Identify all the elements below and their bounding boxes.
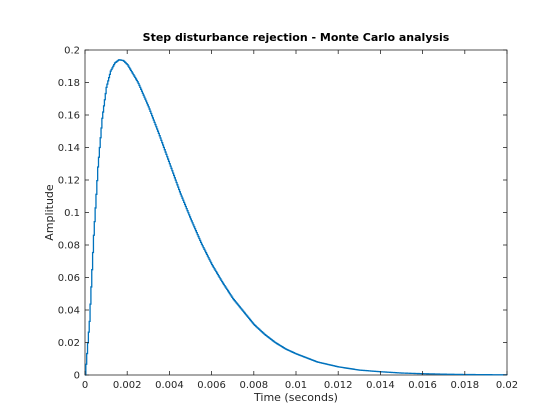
x-tick-label: 0.016 bbox=[408, 380, 437, 391]
x-tick-label: 0.018 bbox=[450, 380, 479, 391]
y-tick-label: 0 bbox=[74, 371, 80, 382]
series-line bbox=[85, 59, 508, 376]
x-tick-label: 0.004 bbox=[155, 380, 184, 391]
y-tick-label: 0.14 bbox=[58, 143, 80, 154]
y-tick-label: 0.06 bbox=[58, 273, 80, 284]
y-tick-label: 0.04 bbox=[58, 306, 80, 317]
y-tick-label: 0.12 bbox=[58, 176, 80, 187]
y-tick-label: 0.08 bbox=[58, 241, 80, 252]
x-axis-label: Time (seconds) bbox=[253, 391, 338, 404]
x-tick-label: 0.002 bbox=[113, 380, 142, 391]
plot-area bbox=[84, 49, 508, 376]
x-tick-label: 0.008 bbox=[239, 380, 268, 391]
x-tick-label: 0.02 bbox=[496, 380, 518, 391]
x-tick-label: 0.014 bbox=[366, 380, 395, 391]
y-tick-label: 0.02 bbox=[58, 338, 80, 349]
y-tick-label: 0.16 bbox=[58, 111, 80, 122]
y-tick-label: 0.2 bbox=[64, 46, 80, 57]
y-tick-label: 0.18 bbox=[58, 78, 80, 89]
x-tick-label: 0.01 bbox=[285, 380, 307, 391]
y-axis-label: Amplitude bbox=[43, 184, 56, 241]
y-tick-label: 0.1 bbox=[64, 208, 80, 219]
x-axis-ticks: 0 0.002 0.004 0.006 0.008 0.01 0.012 0.014 0.016… bbox=[82, 50, 518, 391]
chart-title: Step disturbance rejection - Monte Carlo… bbox=[143, 31, 450, 44]
x-tick-label: 0.006 bbox=[197, 380, 226, 391]
x-tick-label: 0 bbox=[82, 380, 88, 391]
y-axis-ticks: 0 0.02 0.04 0.06 0.08 0.1 0.12 0.14 0.16 0.18 0.2 bbox=[58, 46, 507, 382]
x-tick-label: 0.012 bbox=[324, 380, 353, 391]
